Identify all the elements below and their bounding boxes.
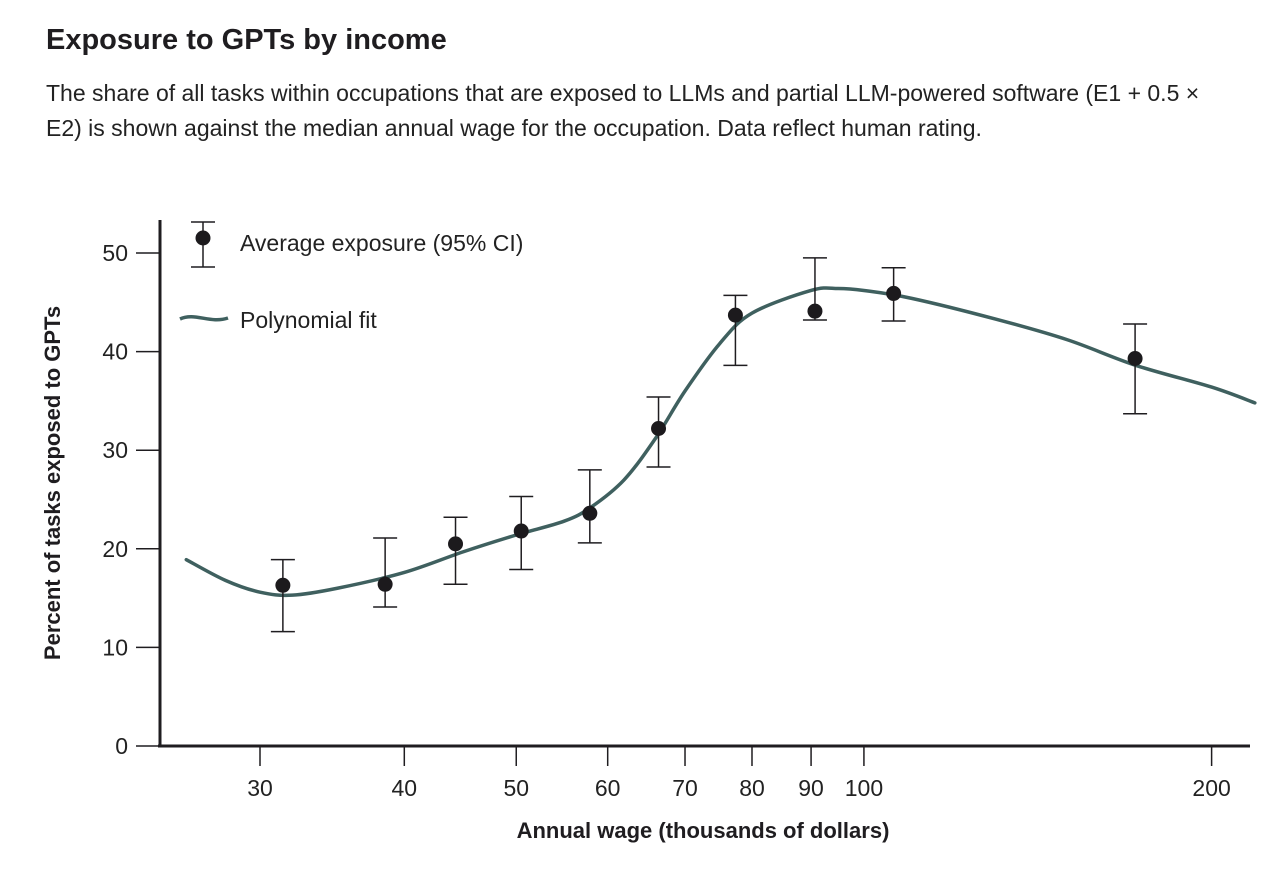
- x-axis-title: Annual wage (thousands of dollars): [517, 818, 890, 843]
- data-point: [807, 303, 823, 319]
- x-tick-label: 30: [247, 775, 273, 801]
- y-tick-label: 40: [102, 339, 128, 365]
- legend-label-average: Average exposure (95% CI): [240, 230, 523, 256]
- y-axis-title: Percent of tasks exposed to GPTs: [40, 306, 65, 660]
- legend-fit-line-icon: [179, 314, 229, 322]
- data-point-group: [881, 267, 906, 322]
- legend: Average exposure (95% CI) Polynomial fit: [179, 221, 523, 333]
- y-tick-label: 20: [102, 536, 128, 562]
- data-point-group: [443, 516, 468, 586]
- data-point-group: [270, 558, 295, 633]
- legend-label-fit: Polynomial fit: [240, 307, 377, 333]
- x-tick-label: 50: [503, 775, 529, 801]
- data-point-group: [577, 469, 602, 544]
- x-tick-label: 200: [1192, 775, 1230, 801]
- data-point: [1127, 351, 1143, 367]
- y-tick-label: 0: [115, 733, 128, 759]
- x-tick-label: 100: [845, 775, 883, 801]
- data-point-group: [509, 495, 534, 571]
- data-point: [513, 523, 529, 539]
- data-point: [886, 285, 902, 301]
- data-point: [275, 577, 291, 593]
- y-tick-label: 30: [102, 437, 128, 463]
- data-point-group: [373, 537, 398, 608]
- chart-subtitle: The share of all tasks within occupation…: [46, 80, 1200, 141]
- y-tick-label: 50: [102, 240, 128, 266]
- x-tick-label: 90: [798, 775, 824, 801]
- polynomial-fit-line: [184, 286, 1257, 598]
- x-tick-label: 70: [672, 775, 698, 801]
- x-tick-label: 80: [739, 775, 765, 801]
- data-point: [727, 307, 743, 323]
- data-point: [651, 421, 667, 437]
- data-point: [377, 576, 393, 592]
- legend-errorbar-icon: [191, 221, 215, 268]
- axes: [158, 220, 1250, 748]
- data-point: [582, 505, 598, 521]
- x-tick-label: 40: [392, 775, 418, 801]
- data-point-group: [646, 396, 671, 468]
- y-tick-label: 10: [102, 634, 128, 660]
- data-point-group: [1123, 323, 1148, 415]
- data-point: [448, 536, 464, 552]
- data-point-group: [723, 294, 748, 367]
- x-tick-label: 60: [595, 775, 621, 801]
- data-point-group: [802, 257, 827, 321]
- chart-title: Exposure to GPTs by income: [46, 24, 447, 56]
